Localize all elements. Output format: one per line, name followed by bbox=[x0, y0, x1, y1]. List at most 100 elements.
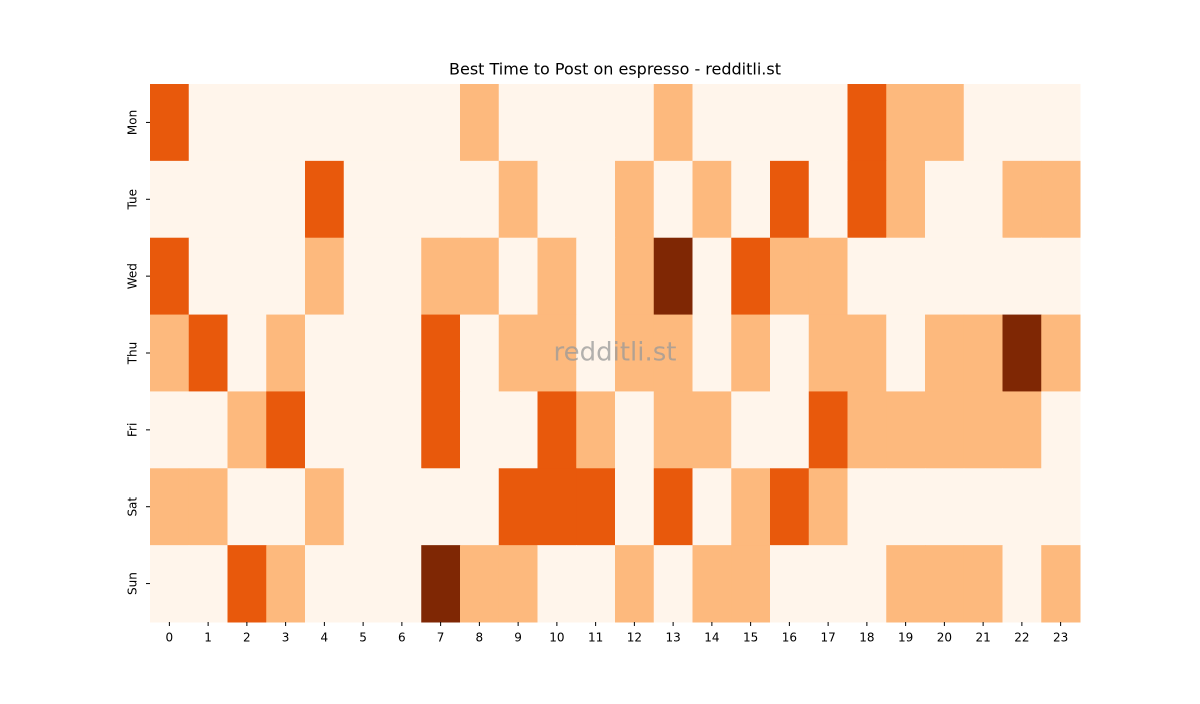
heatmap-cell bbox=[963, 237, 1003, 316]
heatmap-cell bbox=[266, 237, 306, 316]
heatmap-cell bbox=[653, 237, 693, 316]
heatmap-cell bbox=[498, 237, 538, 316]
heatmap-cell bbox=[305, 237, 345, 316]
heatmap-cell bbox=[382, 468, 422, 546]
heatmap-cell bbox=[731, 160, 771, 239]
x-tick-label: 18 bbox=[859, 631, 874, 645]
heatmap-cell bbox=[692, 237, 732, 316]
heatmap-cell bbox=[460, 468, 500, 546]
heatmap-cell bbox=[421, 160, 461, 239]
x-tick-label: 1 bbox=[204, 631, 212, 645]
heatmap-cell bbox=[808, 237, 848, 316]
x-tick-label: 7 bbox=[437, 631, 445, 645]
heatmap-cell bbox=[886, 237, 926, 316]
heatmap-cell bbox=[963, 468, 1003, 546]
heatmap-cell bbox=[576, 314, 616, 392]
heatmap-cell bbox=[1002, 160, 1042, 239]
heatmap-cell bbox=[925, 160, 965, 239]
heatmap-cell bbox=[460, 391, 500, 469]
heatmap-cell bbox=[150, 545, 190, 623]
heatmap-cell bbox=[460, 84, 500, 162]
heatmap-cell bbox=[227, 391, 267, 469]
heatmap-cell bbox=[305, 391, 345, 469]
heatmap-cell bbox=[1002, 314, 1042, 392]
heatmap-cell bbox=[343, 391, 383, 469]
heatmap-cell bbox=[421, 314, 461, 392]
heatmap-cell bbox=[770, 391, 810, 469]
y-tick-label: Mon bbox=[126, 110, 140, 135]
heatmap-cell bbox=[188, 391, 228, 469]
heatmap-cell bbox=[847, 84, 887, 162]
heatmap-cell bbox=[227, 545, 267, 623]
y-tick-label: Sat bbox=[126, 497, 140, 517]
heatmap-cell bbox=[343, 237, 383, 316]
x-tick-label: 22 bbox=[1014, 631, 1029, 645]
heatmap-cell bbox=[343, 545, 383, 623]
heatmap-cell bbox=[421, 391, 461, 469]
heatmap-cell bbox=[653, 314, 693, 392]
heatmap-cell bbox=[266, 468, 306, 546]
x-tick-label: 14 bbox=[704, 631, 719, 645]
heatmap-cell bbox=[382, 545, 422, 623]
heatmap-cell bbox=[963, 391, 1003, 469]
heatmap-cell bbox=[421, 237, 461, 316]
heatmap-cell bbox=[1002, 391, 1042, 469]
heatmap-cell bbox=[188, 237, 228, 316]
x-tick-label: 0 bbox=[166, 631, 174, 645]
heatmap-cell bbox=[266, 391, 306, 469]
heatmap-cell bbox=[537, 84, 577, 162]
heatmap-cell bbox=[537, 468, 577, 546]
heatmap-cell bbox=[537, 545, 577, 623]
heatmap-cell bbox=[886, 391, 926, 469]
heatmap-cell bbox=[731, 468, 771, 546]
heatmap-cell bbox=[925, 468, 965, 546]
heatmap-cell bbox=[537, 314, 577, 392]
y-tick-label: Fri bbox=[126, 423, 140, 437]
x-tick-label: 10 bbox=[549, 631, 564, 645]
heatmap-cell bbox=[576, 468, 616, 546]
x-tick-label: 23 bbox=[1053, 631, 1068, 645]
heatmap-cell bbox=[692, 84, 732, 162]
heatmap-cell bbox=[653, 84, 693, 162]
heatmap-cell bbox=[963, 84, 1003, 162]
x-tick-label: 2 bbox=[243, 631, 251, 645]
heatmap-cell bbox=[460, 237, 500, 316]
heatmap-cell bbox=[382, 84, 422, 162]
heatmap-cell bbox=[188, 84, 228, 162]
heatmap-cell bbox=[460, 160, 500, 239]
x-tick-label: 20 bbox=[937, 631, 952, 645]
heatmap-cell bbox=[188, 468, 228, 546]
heatmap-cell bbox=[808, 545, 848, 623]
heatmap-cell bbox=[227, 237, 267, 316]
heatmap-cell bbox=[266, 84, 306, 162]
heatmap-cell bbox=[731, 391, 771, 469]
heatmap-cell bbox=[692, 545, 732, 623]
heatmap-cell bbox=[498, 160, 538, 239]
heatmap-cell bbox=[1002, 84, 1042, 162]
heatmap-cell bbox=[227, 84, 267, 162]
heatmap-cell bbox=[576, 237, 616, 316]
heatmap-cell bbox=[963, 545, 1003, 623]
heatmap-cell bbox=[886, 468, 926, 546]
heatmap-cell bbox=[150, 84, 190, 162]
heatmap-cell bbox=[227, 468, 267, 546]
heatmap-cell bbox=[808, 468, 848, 546]
heatmap-cell bbox=[886, 314, 926, 392]
heatmap-cell bbox=[653, 468, 693, 546]
heatmap-cell bbox=[770, 468, 810, 546]
heatmap-cell bbox=[692, 468, 732, 546]
x-tick-label: 16 bbox=[782, 631, 797, 645]
y-tick-label: Sun bbox=[126, 572, 140, 595]
heatmap-cell bbox=[1002, 237, 1042, 316]
heatmap-cell bbox=[963, 160, 1003, 239]
heatmap-cell bbox=[615, 391, 655, 469]
heatmap-cell bbox=[227, 160, 267, 239]
x-tick-label: 15 bbox=[743, 631, 758, 645]
heatmap-cell bbox=[808, 160, 848, 239]
heatmap-cell bbox=[1041, 314, 1081, 392]
heatmap-cell bbox=[731, 545, 771, 623]
heatmap-cell bbox=[343, 160, 383, 239]
heatmap-cell bbox=[343, 84, 383, 162]
x-tick-label: 11 bbox=[588, 631, 603, 645]
